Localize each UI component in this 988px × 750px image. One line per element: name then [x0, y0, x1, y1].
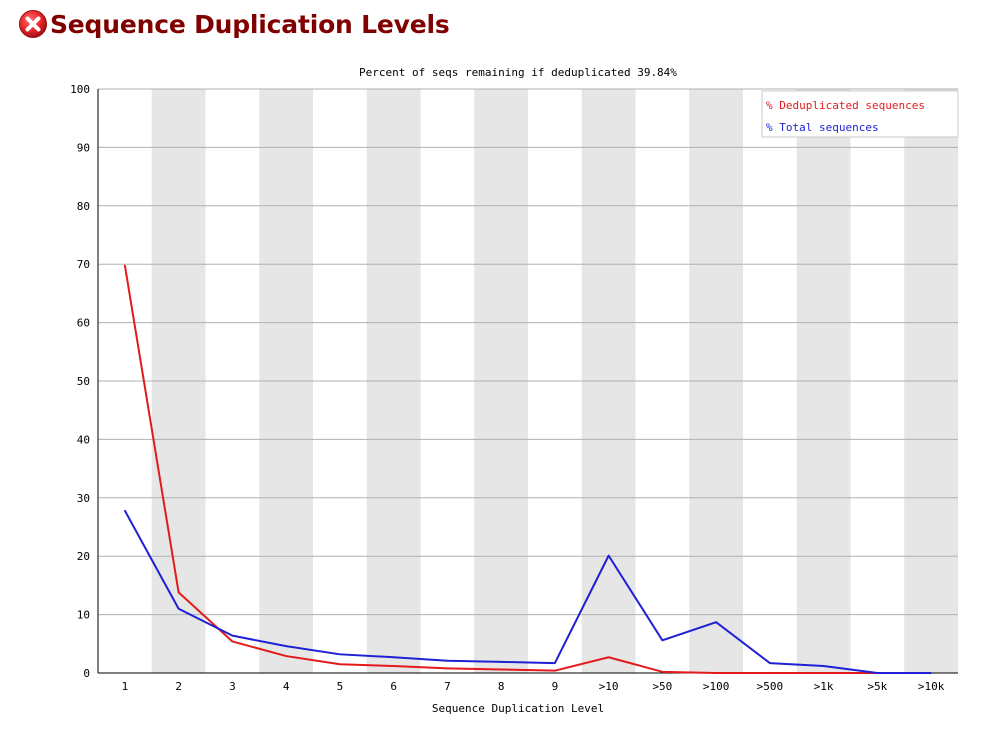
x-tick-label: >10k: [918, 680, 945, 693]
data-point: [500, 661, 502, 663]
chart-title: Percent of seqs remaining if deduplicate…: [359, 66, 677, 79]
data-point: [392, 665, 395, 667]
data-point: [769, 662, 771, 664]
page-title: Sequence Duplication Levels: [50, 9, 450, 39]
y-tick-label: 20: [77, 550, 90, 563]
y-tick-label: 70: [77, 258, 90, 271]
data-point: [876, 672, 879, 674]
x-tick-label: 5: [337, 680, 344, 693]
data-point: [124, 509, 126, 512]
data-point: [822, 665, 825, 667]
y-tick-label: 60: [77, 317, 90, 330]
x-tick-label: 2: [175, 680, 182, 693]
data-point: [392, 656, 395, 659]
data-point: [231, 634, 234, 637]
data-point: [607, 656, 610, 659]
data-point: [500, 668, 502, 671]
series-line: [123, 510, 932, 674]
data-point: [124, 264, 126, 267]
data-point: [177, 591, 180, 594]
series-line: [123, 265, 932, 674]
data-point: [177, 607, 180, 610]
legend-entry: % Total sequences: [766, 121, 879, 134]
data-point: [607, 554, 610, 557]
y-tick-label: 80: [77, 200, 90, 213]
page-header: Sequence Duplication Levels: [18, 2, 450, 46]
x-tick-label: >1k: [814, 680, 834, 693]
data-point: [769, 672, 771, 674]
data-point: [822, 672, 825, 674]
y-tick-label: 100: [70, 83, 90, 96]
x-tick-label: 9: [552, 680, 559, 693]
x-axis-label: Sequence Duplication Level: [432, 702, 604, 715]
data-point: [554, 669, 556, 672]
x-tick-label: >500: [757, 680, 784, 693]
data-point: [231, 640, 234, 643]
x-tick-label: 4: [283, 680, 290, 693]
y-tick-label: 10: [77, 609, 90, 622]
data-point: [661, 639, 664, 642]
data-point: [285, 655, 287, 657]
x-tick-label: 7: [444, 680, 451, 693]
x-tick-label: >100: [703, 680, 730, 693]
y-tick-label: 30: [77, 492, 90, 505]
data-point: [446, 659, 449, 662]
y-tick-label: 40: [77, 433, 90, 446]
data-point: [661, 671, 664, 673]
data-point: [554, 662, 556, 664]
x-tick-label: 6: [390, 680, 397, 693]
legend-box: [761, 90, 959, 138]
x-tick-label: >10: [599, 680, 619, 693]
data-point: [715, 621, 717, 623]
data-point: [285, 645, 287, 647]
error-x-icon: [18, 9, 48, 39]
x-tick-label: 3: [229, 680, 236, 693]
data-point: [339, 653, 341, 656]
x-tick-label: 1: [122, 680, 129, 693]
y-tick-label: 50: [77, 375, 90, 388]
x-tick-label: >50: [652, 680, 672, 693]
data-point: [446, 667, 449, 670]
x-tick-label: >5k: [867, 680, 887, 693]
legend-entry: % Deduplicated sequences: [766, 99, 925, 112]
y-tick-label: 0: [83, 667, 90, 680]
data-point: [339, 663, 341, 666]
x-tick-label: 8: [498, 680, 505, 693]
y-tick-label: 90: [77, 141, 90, 154]
data-point: [930, 672, 932, 674]
data-point: [715, 672, 717, 674]
